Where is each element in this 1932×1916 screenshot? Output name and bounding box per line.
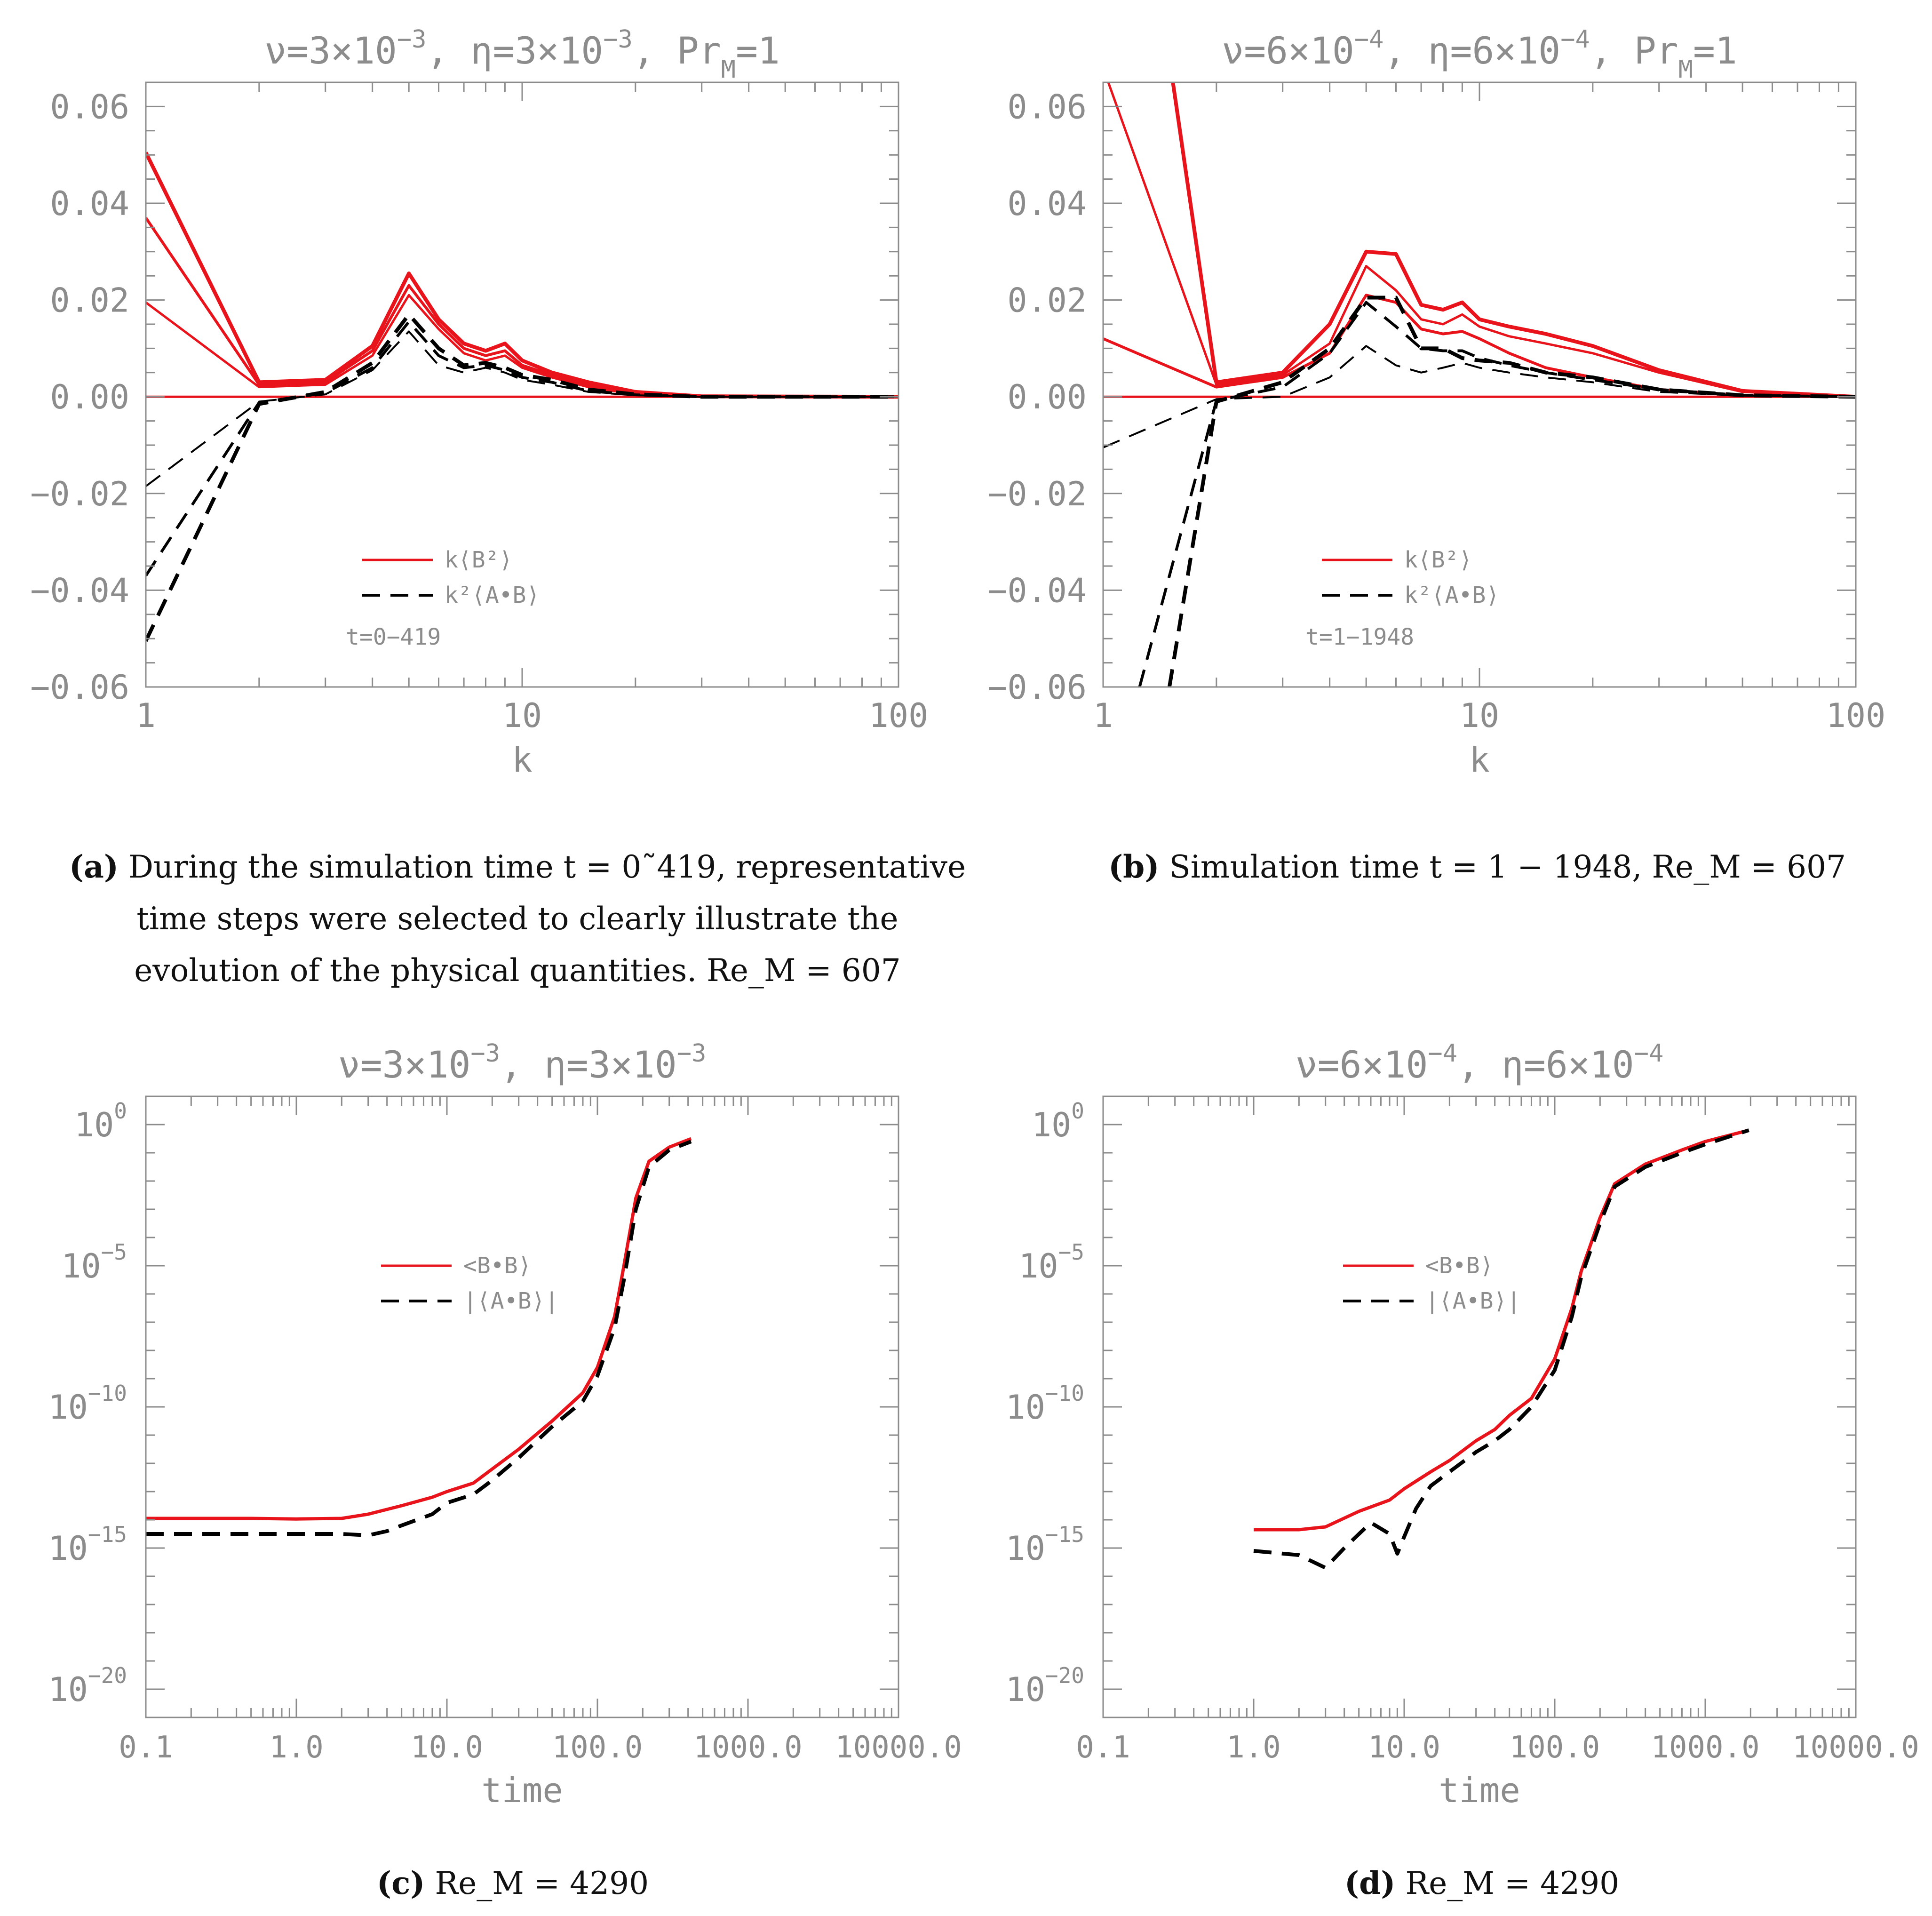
- panel-d-chart: 0.1 1.0 10.0 100.0 1000.0 10000.0 time 100 10−5 1…: [1006, 1039, 1919, 1810]
- caption-b: (b) Simulation time t = 1 − 1948, Re_M =…: [1108, 848, 1846, 885]
- x-tick-label: 10.0: [411, 1730, 483, 1765]
- plot-frame: [1102, 1095, 1857, 1718]
- panel-c-chart: 0.1 1.0 10.0 100.0 1000.0 10000.0 time 100 10−5 1…: [48, 1039, 962, 1810]
- panel-b-chart: 1 10 100 k −0.06 −0.04 −0.02 0.00 0.02 0.04 0.06 ν=…: [987, 25, 1885, 780]
- legend-label-helicity: |⟨A•B⟩|: [463, 1288, 558, 1314]
- y-tick-label: 0.06: [50, 88, 129, 126]
- x-tick-label: 100: [1826, 696, 1885, 735]
- y-tick-label: −0.02: [30, 475, 129, 513]
- energy-series-2: [146, 217, 898, 399]
- chart-title: ν=3×10−3, η=3×10−3: [338, 1039, 707, 1086]
- series-group: [146, 152, 898, 642]
- helicity-series-7: [1167, 295, 1856, 687]
- x-axis-label: k: [1469, 740, 1489, 780]
- caption-c-text: Re_M = 4290: [435, 1865, 649, 1901]
- energy-series-3: [146, 152, 898, 399]
- energy-series-3: [1171, 82, 1856, 399]
- chart-title: ν=6×10−4, η=6×10−4: [1296, 1039, 1664, 1086]
- y-tick-label: 10−15: [48, 1522, 127, 1568]
- y-tick-label: 10−15: [1006, 1522, 1084, 1568]
- x-tick-label: 1: [136, 696, 156, 735]
- legend: <B•B⟩ |⟨A•B⟩|: [1343, 1253, 1520, 1314]
- y-tick-label: 0.00: [50, 378, 129, 416]
- x-tick-label: 1000.0: [693, 1730, 802, 1765]
- x-tick-label: 1.0: [1226, 1730, 1281, 1765]
- x-axis-label: time: [1439, 1771, 1520, 1810]
- legend-label-energy: k⟨B²⟩: [445, 547, 513, 573]
- y-tick-label: 100: [74, 1098, 127, 1144]
- x-tick-label: 10: [1460, 696, 1499, 735]
- x-tick-label: 100.0: [552, 1730, 643, 1765]
- chart-title: ν=6×10−4, η=6×10−4, PrM=1: [1222, 25, 1737, 84]
- y-tick-label: −0.06: [30, 668, 129, 707]
- y-tick-label: 0.02: [50, 281, 129, 320]
- legend: <B•B⟩ |⟨A•B⟩|: [381, 1253, 558, 1314]
- legend: k⟨B²⟩ k²⟨A•B⟩ t=1−1948: [1305, 547, 1499, 650]
- caption-a-line3: evolution of the physical quantities. Re…: [134, 952, 901, 989]
- y-tick-label: 0.02: [1007, 281, 1087, 320]
- caption-a-line2: time steps were selected to clearly illu…: [136, 901, 898, 937]
- legend-label-helicity: |⟨A•B⟩|: [1425, 1288, 1520, 1314]
- caption-d-text: Re_M = 4290: [1406, 1865, 1620, 1901]
- y-tick-label: 10−20: [48, 1663, 127, 1709]
- legend-time-range: t=1−1948: [1305, 624, 1414, 650]
- legend-label-energy: <B•B⟩: [1425, 1253, 1494, 1279]
- x-tick-label: 10: [502, 696, 542, 735]
- y-tick-label: −0.06: [987, 668, 1087, 707]
- legend-label-helicity: k²⟨A•B⟩: [1404, 582, 1499, 608]
- y-tick-label: 0.06: [1007, 88, 1087, 126]
- chart-title: ν=3×10−3, η=3×10−3, PrM=1: [264, 25, 780, 84]
- energy-series-2: [1107, 82, 1856, 398]
- x-tick-label: 10000.0: [1792, 1730, 1919, 1765]
- legend-label-energy: <B•B⟩: [463, 1253, 532, 1279]
- plot-frame: [145, 1095, 899, 1718]
- series-group: [1253, 1128, 1749, 1570]
- x-tick-label: 100: [869, 696, 928, 735]
- y-tick-label: 10−20: [1006, 1663, 1084, 1709]
- panel-a-chart: 1 10 100 k −0.06 −0.04 −0.02 0.00 0.02 0.04 0.06 ν=…: [30, 25, 928, 780]
- x-tick-label: 1000.0: [1651, 1730, 1759, 1765]
- y-tick-label: 0.04: [1007, 184, 1087, 223]
- caption-a: (a) During the simulation time t = 0˜419…: [69, 848, 966, 885]
- series-group: [146, 1137, 692, 1537]
- y-tick-label: −0.04: [987, 571, 1087, 610]
- y-tick-label: −0.02: [987, 475, 1087, 513]
- x-tick-label: 10000.0: [835, 1730, 962, 1765]
- caption-c: (c) Re_M = 4290: [377, 1865, 649, 1901]
- helicity-series-7: [146, 312, 898, 642]
- series-group: [1103, 82, 1856, 687]
- y-tick-label: 0.00: [1007, 378, 1087, 416]
- caption-a-line1: During the simulation time t = 0˜419, re…: [128, 849, 966, 885]
- helicity-series-6: [1138, 301, 1856, 687]
- y-tick-label: 10−10: [1006, 1381, 1084, 1427]
- helicity-series-6: [146, 320, 898, 577]
- x-tick-label: 100.0: [1510, 1730, 1600, 1765]
- x-tick-label: 0.1: [119, 1730, 173, 1765]
- legend-label-helicity: k²⟨A•B⟩: [445, 582, 540, 608]
- x-axis-label: time: [481, 1771, 563, 1810]
- y-tick-label: 100: [1032, 1098, 1084, 1144]
- x-tick-label: 0.1: [1076, 1730, 1130, 1765]
- y-tick-label: −0.04: [30, 571, 129, 610]
- legend-time-range: t=0−419: [346, 624, 441, 650]
- y-tick-label: 0.04: [50, 184, 129, 223]
- y-tick-label: 10−5: [1018, 1239, 1084, 1285]
- x-tick-label: 1: [1093, 696, 1113, 735]
- helicity-series-2: [1253, 1128, 1749, 1570]
- helicity-series-2: [146, 1140, 692, 1537]
- legend: k⟨B²⟩ k²⟨A•B⟩t=0−419: [346, 547, 540, 650]
- helicity-series-5: [1103, 345, 1856, 448]
- caption-b-text: Simulation time t = 1 − 1948, Re_M = 607: [1169, 849, 1846, 885]
- x-tick-label: 1.0: [269, 1730, 324, 1765]
- x-axis-label: k: [512, 740, 532, 780]
- caption-d: (d) Re_M = 4290: [1344, 1865, 1619, 1901]
- energy-series-1: [1254, 1128, 1749, 1532]
- energy-series-1: [146, 1137, 692, 1521]
- x-tick-label: 10.0: [1368, 1730, 1440, 1765]
- legend-label-energy: k⟨B²⟩: [1404, 547, 1472, 573]
- y-tick-label: 10−10: [48, 1381, 127, 1427]
- y-tick-label: 10−5: [61, 1239, 127, 1285]
